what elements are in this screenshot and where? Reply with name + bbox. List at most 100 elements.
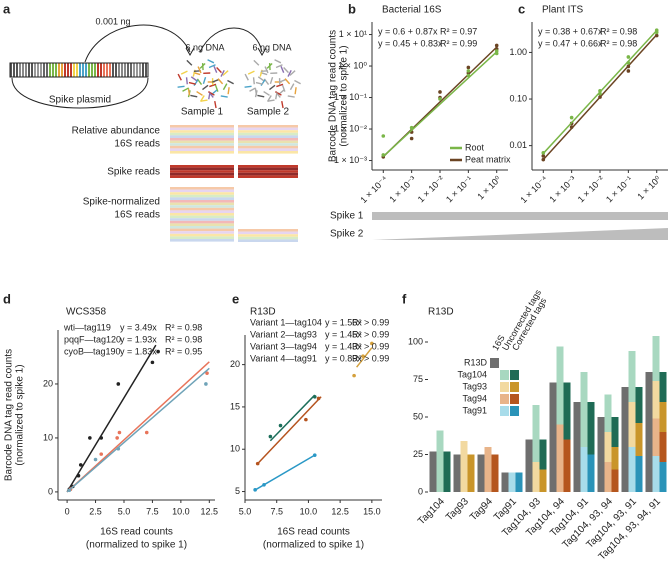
series-name: pqqF—tag120 [64, 334, 121, 344]
legend-label: Tag91 [462, 405, 487, 415]
chart-title: R13D [428, 307, 454, 318]
read-stripe [170, 148, 234, 151]
point [466, 69, 471, 73]
read-stripe [238, 229, 298, 232]
plasmid-stripe [76, 63, 78, 77]
equation: y = 1.93x [120, 334, 157, 344]
read-stripe [170, 175, 234, 178]
read-stripe [170, 231, 234, 234]
dna-fragment [217, 78, 224, 85]
dna-label: 6 ng DNA [185, 42, 224, 52]
point [494, 51, 499, 56]
y-tick-label: 1 × 10⁻² [334, 123, 367, 133]
y-tick-label: 20 [43, 378, 53, 388]
read-stripe [238, 145, 298, 149]
x-tick-label: 1 × 10⁻³ [547, 174, 577, 204]
read-stripe [170, 187, 234, 190]
read-stripe [238, 234, 298, 237]
bar [659, 462, 667, 492]
plasmid-stripe [127, 63, 129, 77]
read-stripe [238, 231, 298, 235]
x-tick-label: 12.5 [201, 506, 219, 516]
bar [580, 372, 588, 447]
point [204, 382, 208, 386]
dna-fragment [220, 95, 228, 98]
point [409, 136, 414, 141]
read-stripe [170, 236, 234, 239]
point [466, 73, 471, 78]
dna-fragment [284, 78, 291, 85]
dna-fragment [196, 90, 203, 96]
dna-fragment [222, 83, 228, 91]
read-stripe [238, 132, 298, 136]
y-tick-label: 25 [413, 449, 423, 459]
point [409, 125, 414, 130]
bar [491, 454, 499, 492]
dna-fragment [216, 67, 222, 74]
point [312, 394, 317, 399]
plasmid-stripe [109, 63, 111, 77]
plasmid-label: Spike plasmid [49, 95, 111, 106]
read-stripe [170, 200, 234, 203]
y-axis-label: Barcode DNA tag read counts [4, 349, 15, 481]
r-squared: R² = 0.98 [600, 38, 637, 48]
read-stripe [170, 170, 234, 173]
point [370, 341, 374, 346]
plasmid-stripe [106, 63, 108, 77]
read-stripe [238, 175, 298, 178]
read-stripe [170, 125, 234, 128]
dna-fragment [214, 101, 217, 109]
read-stripe [170, 210, 234, 213]
chart-title: R13D [250, 307, 276, 318]
bar [652, 381, 660, 419]
point [116, 446, 121, 451]
dna-fragment [249, 87, 257, 92]
spike-label: Spike 1 [330, 211, 364, 222]
bar [549, 382, 557, 492]
plasmid-stripe [130, 63, 132, 77]
y-tick-label: 1 × 10⁰ [338, 60, 367, 70]
r-squared: R² > 0.99 [352, 341, 389, 351]
legend-label: Tag104 [457, 369, 487, 379]
legend-swatch [500, 382, 509, 392]
plasmid-loop [11, 77, 149, 109]
read-stripe [170, 172, 234, 176]
bar [436, 430, 444, 492]
panel-label: c [518, 1, 525, 16]
plasmid-stripe [136, 63, 138, 77]
r-squared: R² = 0.97 [440, 26, 477, 36]
point [598, 89, 602, 93]
spike-label: Spike 2 [330, 229, 364, 240]
sample-label: Sample 1 [181, 107, 224, 118]
row-label: Relative abundance [72, 126, 161, 137]
dna-fragment [257, 94, 265, 98]
x-tick-label: 2.5 [89, 506, 102, 516]
read-stripe [238, 148, 298, 151]
read-stripe [170, 228, 234, 232]
dna-fragment [280, 65, 285, 73]
read-stripe [170, 167, 234, 171]
dna-fragment [263, 90, 270, 96]
read-stripe [238, 125, 298, 128]
legend-swatch [500, 370, 509, 380]
equation: y = 0.45 + 0.83x [378, 38, 443, 48]
fit-line [382, 51, 498, 157]
dna-fragment [190, 76, 198, 82]
x-tick-label: 1 × 10⁻⁴ [518, 174, 549, 205]
fit-line [269, 394, 316, 442]
equation: y = 0.89x [325, 353, 362, 363]
plasmid-stripe [94, 63, 96, 77]
read-stripe [170, 202, 234, 206]
read-stripe [170, 127, 234, 131]
bar [587, 454, 595, 492]
point [67, 488, 72, 493]
read-stripe [170, 130, 234, 133]
dna-fragment [197, 66, 202, 74]
y-tick-label: 10 [43, 432, 53, 442]
read-stripe [170, 132, 234, 136]
point [654, 33, 659, 38]
dna-fragment [200, 99, 208, 102]
legend-swatch [500, 394, 509, 404]
x-tick-label: 1 × 10⁻⁴ [358, 174, 389, 205]
bar [556, 346, 564, 425]
